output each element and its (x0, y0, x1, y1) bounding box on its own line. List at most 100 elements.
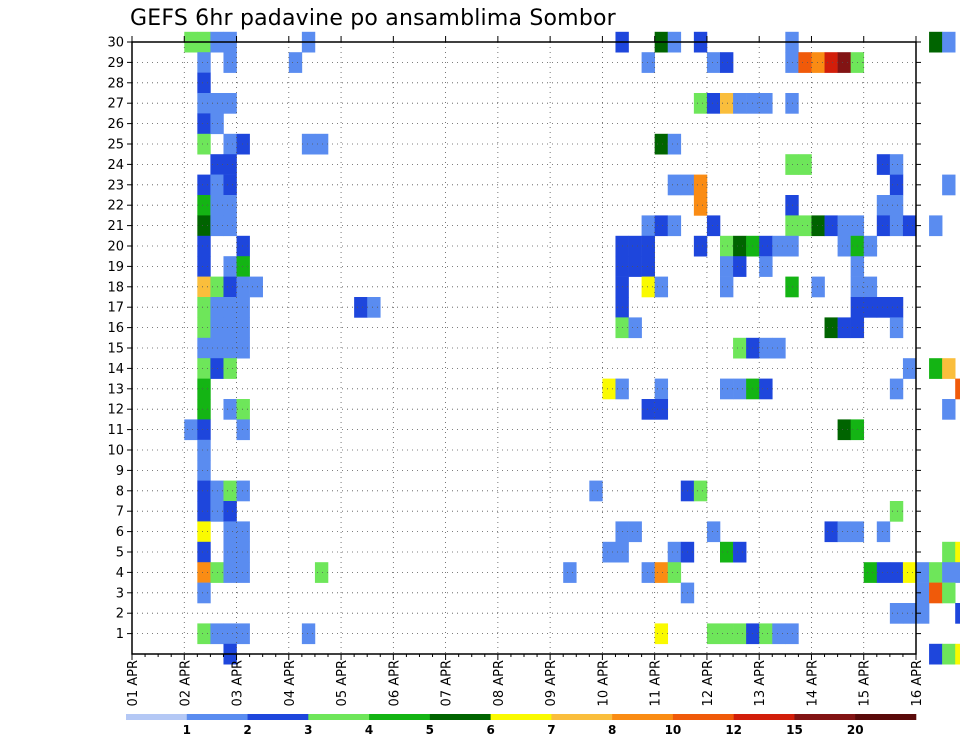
heatmap-cell (693, 195, 708, 216)
heatmap-cell (733, 235, 747, 257)
heatmap-cell (811, 276, 825, 298)
colorbar-label: 10 (665, 723, 682, 737)
heatmap-cell (223, 541, 237, 563)
x-tick-label: 06 APR (387, 660, 402, 706)
colorbar-swatch (490, 714, 552, 720)
heatmap-cell (197, 480, 211, 502)
colorbar-swatch (247, 714, 309, 720)
heatmap-cell (720, 378, 734, 400)
heatmap-cell (288, 52, 303, 73)
y-tick-label: 17 (107, 301, 124, 316)
heatmap-cell (876, 562, 891, 583)
heatmap-cell (955, 603, 960, 624)
heatmap-cell (197, 501, 211, 522)
heatmap-cell (902, 358, 917, 379)
heatmap-cell (223, 215, 237, 237)
heatmap-cell (641, 215, 655, 237)
heatmap-cell (589, 480, 603, 502)
heatmap-cell (197, 521, 211, 543)
heatmap-cell (929, 358, 943, 379)
x-tick-label: 08 APR (492, 660, 507, 706)
heatmap-cell (197, 113, 211, 135)
heatmap-cell (772, 623, 786, 645)
heatmap-cell (733, 93, 747, 114)
heatmap-cell (863, 235, 878, 257)
heatmap-cell (929, 215, 943, 237)
colorbar-label: 8 (608, 723, 616, 737)
y-tick-label: 8 (116, 484, 124, 499)
heatmap-cell (759, 623, 773, 645)
heatmap-cell (236, 419, 250, 441)
y-tick-label: 4 (116, 566, 124, 581)
heatmap-cell (563, 562, 577, 583)
y-tick-label: 5 (116, 546, 124, 561)
heatmap-cell (197, 195, 211, 216)
heatmap-cell (720, 623, 734, 645)
heatmap-cell (197, 93, 211, 114)
heatmap-cell (654, 623, 669, 645)
heatmap-cell (223, 52, 237, 73)
heatmap-cell (236, 297, 250, 318)
colorbar-label: 1 (183, 723, 191, 737)
heatmap-cell (667, 215, 682, 237)
colorbar-label: 4 (365, 723, 373, 737)
x-tick-label: 15 APR (858, 660, 873, 706)
y-tick-label: 22 (107, 199, 124, 214)
heatmap-cell (197, 133, 211, 155)
heatmap-cell (837, 52, 851, 73)
y-tick-label: 30 (107, 36, 124, 51)
x-tick-label: 01 APR (126, 660, 141, 706)
x-tick-label: 05 APR (335, 660, 350, 706)
heatmap-cell (720, 235, 734, 257)
heatmap-cell (197, 235, 211, 257)
heatmap-cell (955, 643, 960, 665)
heatmap-cell (654, 378, 669, 400)
heatmap-cell (223, 154, 237, 175)
colorbar-label: 5 (426, 723, 434, 737)
x-tick-label: 11 APR (649, 660, 664, 706)
heatmap-cell (641, 276, 655, 298)
heatmap-cell (863, 297, 878, 318)
y-tick-label: 20 (107, 240, 124, 255)
heatmap-cell (889, 378, 904, 400)
heatmap-cell (889, 297, 904, 318)
heatmap-cell (942, 562, 956, 583)
colorbar-swatch (126, 714, 188, 720)
colorbar-label: 2 (243, 723, 251, 737)
heatmap-cell (733, 541, 747, 563)
heatmap-cell (641, 256, 655, 277)
heatmap-cell (693, 235, 708, 257)
heatmap-cell (759, 337, 773, 359)
heatmap-cell (955, 378, 960, 400)
heatmap-cell (236, 521, 250, 543)
heatmap-cell (236, 337, 250, 359)
heatmap-cell (301, 133, 316, 155)
y-tick-label: 29 (107, 56, 124, 71)
heatmap-cell (811, 52, 825, 73)
heatmap-cell (367, 297, 381, 318)
heatmap-cell (223, 174, 237, 196)
heatmap-cell (798, 154, 812, 175)
heatmap-cell (301, 623, 316, 645)
y-tick-label: 16 (107, 321, 124, 336)
heatmap-cell (759, 93, 773, 114)
heatmap-cell (889, 603, 904, 624)
y-tick-label: 23 (107, 178, 124, 193)
heatmap-cell (197, 562, 211, 583)
heatmap-cell (236, 276, 250, 298)
heatmap-cell (314, 562, 329, 583)
x-tick-label: 09 APR (544, 660, 559, 706)
colorbar-swatch (855, 714, 917, 720)
y-tick-label: 19 (107, 260, 124, 275)
y-tick-label: 26 (107, 117, 124, 132)
y-tick-label: 18 (107, 280, 124, 295)
heatmap-cell (916, 603, 930, 624)
heatmap-cell (602, 541, 616, 563)
heatmap-cell (223, 93, 237, 114)
colorbar-label: 12 (725, 723, 742, 737)
x-tick-label: 10 APR (596, 660, 611, 706)
heatmap-cell (759, 256, 773, 277)
heatmap-cell (733, 623, 747, 645)
heatmap-cell (942, 541, 956, 563)
heatmap-cell (942, 399, 956, 420)
